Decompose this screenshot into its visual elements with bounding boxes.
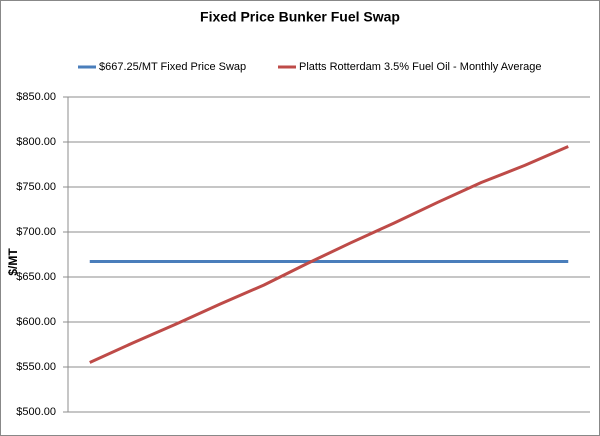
y-axis-label: $/MT	[6, 248, 20, 276]
series-line	[89, 145, 569, 364]
y-tick-label: $500.00	[16, 406, 56, 418]
legend-label: Platts Rotterdam 3.5% Fuel Oil - Monthly…	[299, 61, 542, 73]
y-tick-label: $750.00	[16, 181, 56, 193]
legend-label: $667.25/MT Fixed Price Swap	[99, 61, 246, 73]
y-tick-label: $700.00	[16, 226, 56, 238]
y-tick-label: $650.00	[16, 271, 56, 283]
chart-title: Fixed Price Bunker Fuel Swap	[200, 9, 400, 25]
y-tick-label: $550.00	[16, 361, 56, 373]
y-tick-label: $800.00	[16, 136, 56, 148]
y-tick-label: $850.00	[16, 91, 56, 103]
y-tick-label: $600.00	[16, 316, 56, 328]
